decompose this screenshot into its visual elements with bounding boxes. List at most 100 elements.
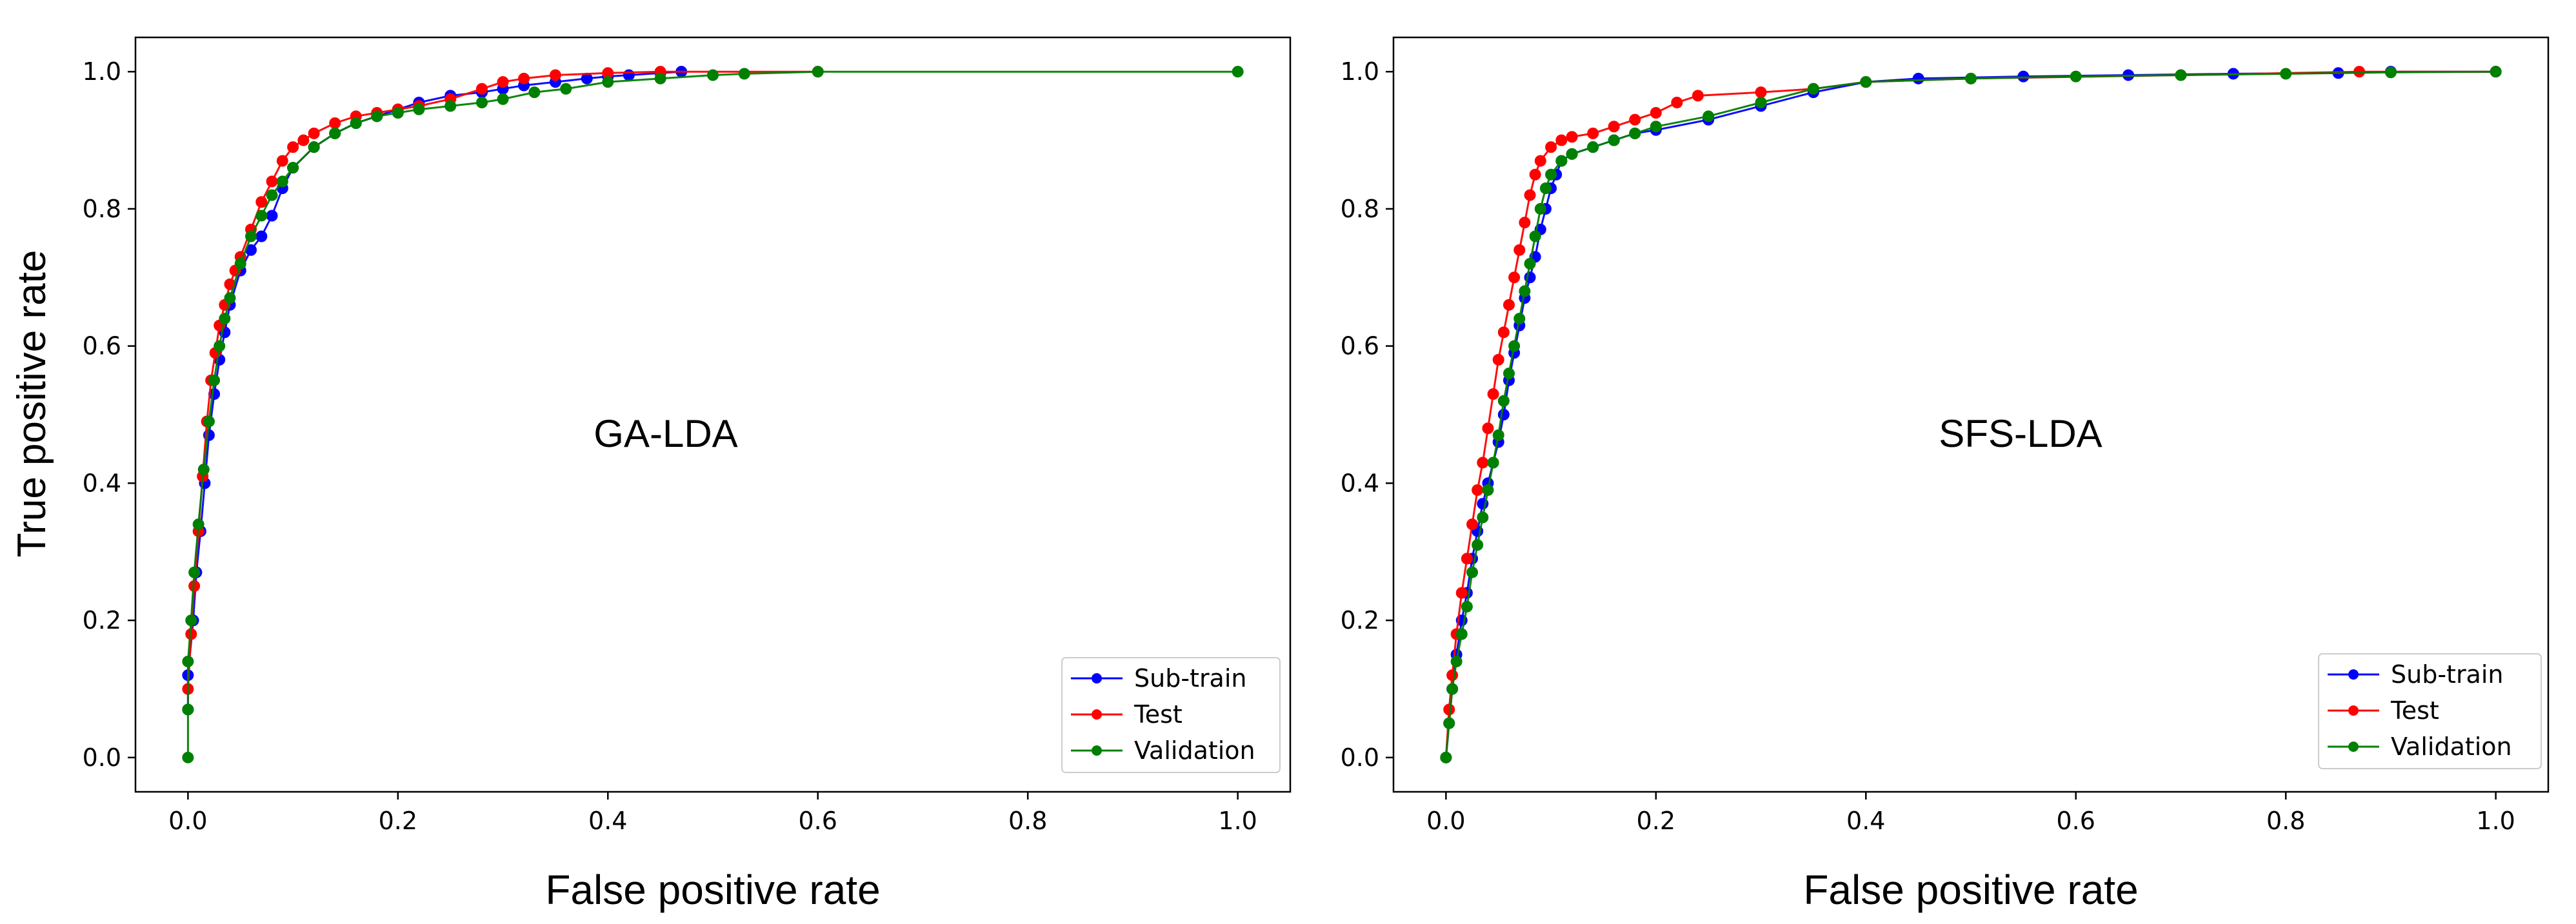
data-point-validation (654, 72, 666, 84)
data-point-validation (1539, 182, 1552, 194)
data-point-test (1492, 353, 1504, 366)
data-point-validation (219, 313, 231, 325)
x-tick-label: 0.4 (588, 807, 627, 835)
data-point-validation (224, 292, 236, 304)
data-point-test (1608, 121, 1620, 133)
data-point-validation (1497, 395, 1510, 407)
legend-swatch-marker (2348, 705, 2359, 716)
legend-entry: Test (1133, 700, 1183, 729)
data-point-validation (188, 566, 201, 578)
data-point-test (1671, 97, 1683, 109)
y-tick-label: 1.0 (1341, 57, 1379, 86)
y-tick-label: 0.8 (1341, 195, 1379, 223)
data-point-test (549, 69, 561, 81)
data-point-test (1487, 388, 1499, 400)
data-point-validation (1534, 202, 1546, 215)
data-point-test (1534, 155, 1546, 167)
data-point-validation (350, 117, 362, 129)
data-point-validation (1440, 751, 1452, 763)
data-point-validation (2280, 68, 2292, 80)
legend-entry: Sub-train (2391, 660, 2504, 689)
data-point-validation (1472, 539, 1484, 551)
data-point-validation (1860, 76, 1872, 88)
x-tick-label: 0.2 (1637, 807, 1675, 835)
y-tick-label: 0.4 (1341, 469, 1379, 497)
data-point-validation (2490, 66, 2502, 78)
data-point-validation (182, 751, 194, 763)
data-point-sub-train (623, 69, 635, 81)
data-point-validation (192, 518, 205, 531)
data-point-validation (1524, 258, 1536, 270)
data-point-test (1566, 131, 1578, 143)
data-point-test (297, 134, 310, 146)
data-point-test (1555, 134, 1568, 146)
data-point-test (1446, 669, 1459, 682)
data-point-validation (214, 340, 226, 352)
data-point-validation (182, 655, 194, 667)
data-point-test (1529, 168, 1541, 181)
x-tick-label: 0.2 (379, 807, 417, 835)
data-point-validation (1555, 155, 1568, 167)
y-tick-label: 0.6 (83, 332, 121, 360)
data-point-validation (1529, 230, 1541, 242)
data-point-validation (1446, 683, 1459, 695)
x-tick-label: 0.6 (2057, 807, 2095, 835)
data-point-validation (444, 100, 457, 112)
data-point-test (287, 141, 299, 153)
data-point-validation (1650, 121, 1662, 133)
data-point-validation (1508, 340, 1521, 352)
data-point-validation (1503, 368, 1515, 380)
legend-box (1061, 657, 1281, 773)
chart-panel-sfs-lda: 0.0 0.2 0.4 0.6 0.8 1.0 0.0 0.2 0.4 0.6 0.8 1.0 Fals… (1341, 36, 2550, 913)
chart-annotation: GA-LDA (594, 412, 737, 455)
data-point-test (266, 175, 278, 188)
data-point-validation (1461, 600, 1473, 613)
data-point-sub-train (1497, 409, 1510, 420)
y-tick-label: 0.4 (83, 469, 121, 497)
data-point-validation (1232, 66, 1244, 78)
data-point-validation (182, 703, 194, 716)
data-point-validation (266, 189, 278, 201)
data-point-validation (308, 141, 320, 153)
axes-frame (1392, 36, 2550, 793)
data-point-validation (276, 175, 288, 188)
y-tick-label: 0.2 (1341, 606, 1379, 634)
data-point-validation (203, 415, 215, 428)
y-tick-label: 0.0 (1341, 743, 1379, 772)
data-point-test (2353, 66, 2366, 78)
data-point-validation (707, 69, 719, 81)
data-point-validation (413, 103, 425, 115)
data-point-validation (1513, 313, 1526, 325)
data-point-test (1497, 326, 1510, 339)
chart-annotation: SFS-LDA (1939, 412, 2102, 455)
data-point-validation (1702, 110, 1715, 123)
data-point-validation (476, 97, 488, 109)
data-point-validation (208, 374, 221, 386)
y-tick-label: 0.8 (83, 195, 121, 223)
y-tick-label: 1.0 (83, 57, 121, 86)
data-point-validation (1629, 127, 1641, 139)
data-point-sub-train (1912, 72, 1924, 84)
data-point-validation (1965, 72, 1977, 84)
axes-frame (134, 36, 1292, 793)
x-tick-label: 0.0 (168, 807, 207, 835)
data-point-validation (1487, 457, 1499, 469)
data-point-test (1629, 113, 1641, 126)
data-point-validation (1807, 83, 1819, 95)
data-point-validation (1545, 168, 1557, 181)
data-point-validation (392, 107, 404, 119)
y-tick-label: 0.0 (83, 743, 121, 772)
legend-swatch-marker (2348, 742, 2359, 752)
y-tick-label: 0.6 (1341, 332, 1379, 360)
data-point-test (518, 72, 530, 84)
data-point-validation (197, 464, 210, 476)
data-point-validation (497, 93, 509, 105)
legend-entry: Validation (1134, 736, 1255, 765)
data-point-validation (185, 614, 197, 627)
data-point-validation (329, 127, 341, 139)
data-point-test (255, 196, 268, 208)
x-tick-label: 0.0 (1426, 807, 1465, 835)
x-tick-label: 0.4 (1846, 807, 1885, 835)
